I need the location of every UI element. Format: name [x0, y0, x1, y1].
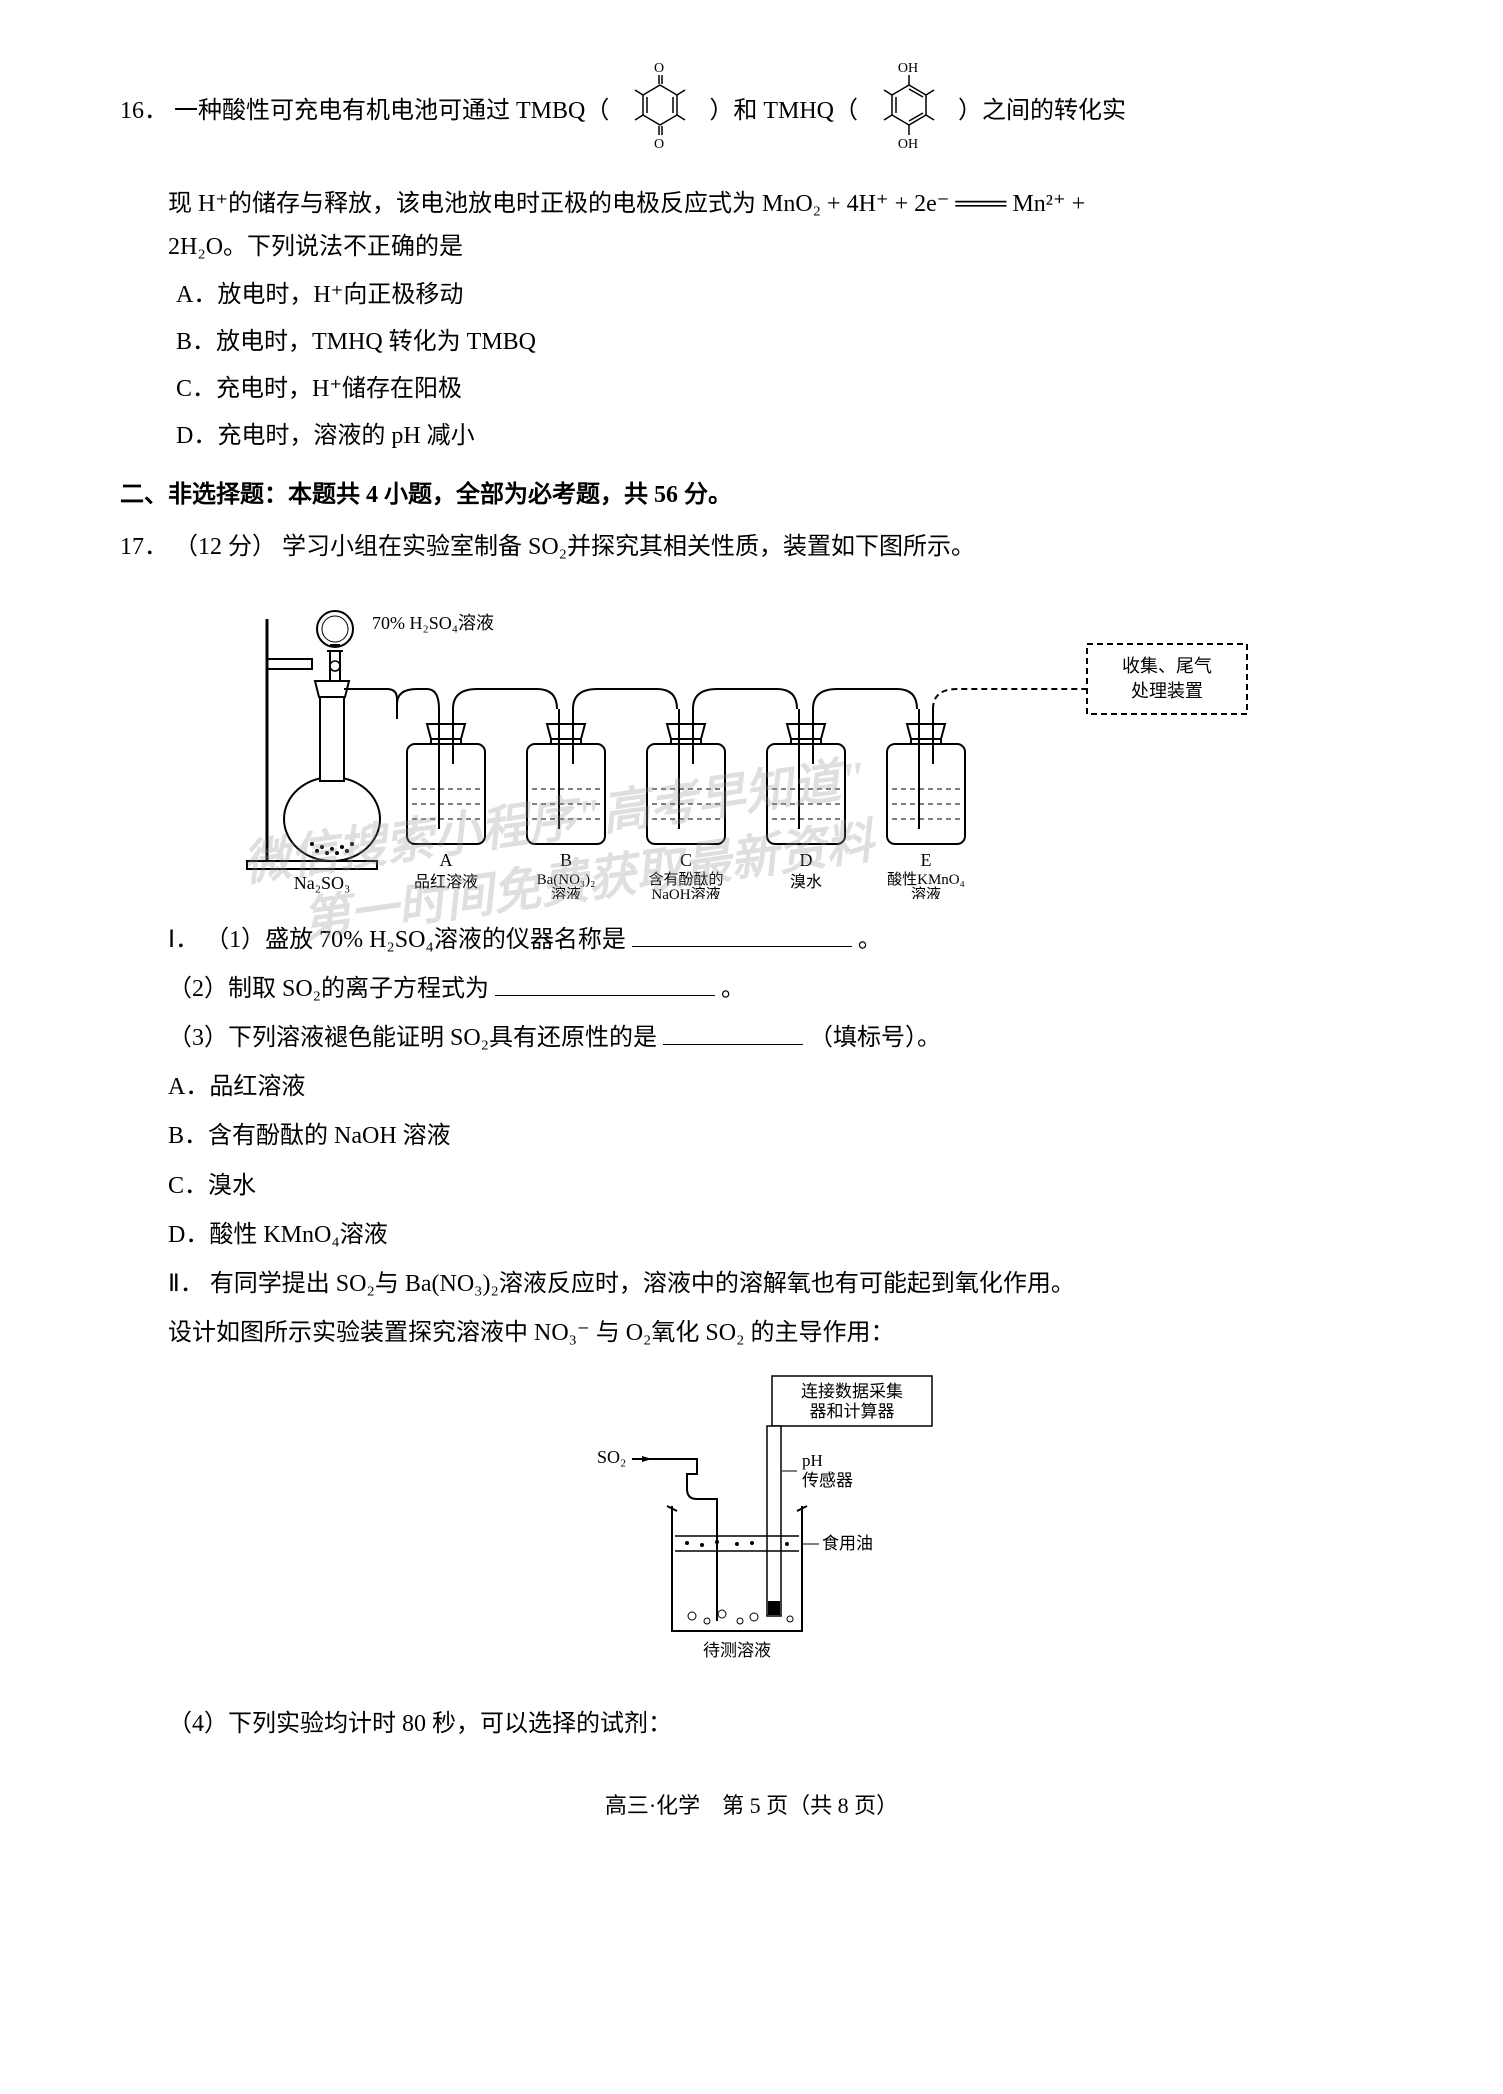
q17-sub3-opt-d: D．酸性 KMnO₄溶液: [120, 1214, 1383, 1257]
svg-text:溶液: 溶液: [550, 886, 580, 899]
svg-text:含有酚酞的: 含有酚酞的: [648, 871, 723, 888]
oil-label: 食用油: [822, 1534, 873, 1553]
svg-text:B: B: [559, 850, 571, 870]
tmbq-structure: O O: [619, 60, 699, 165]
blank-1: [632, 923, 852, 947]
q16-stem-part2: ）和 TMHQ（: [709, 98, 858, 124]
q17-sub3-opt-c: C．溴水: [120, 1165, 1383, 1208]
svg-text:溶液: 溶液: [910, 886, 940, 899]
q17-part2: Ⅱ． 有同学提出 SO₂与 Ba(NO₃)₂溶液反应时，溶液中的溶解氧也有可能起…: [120, 1263, 1383, 1306]
blank-3: [663, 1021, 803, 1045]
svg-text:A: A: [439, 850, 452, 870]
svg-text:品红溶液: 品红溶液: [413, 873, 477, 891]
q17-part2-stem1: 有同学提出 SO₂与 Ba(NO₃)₂溶液反应时，溶液中的溶解氧也有可能起到氧化…: [210, 1271, 1075, 1297]
tail-box-line2: 处理装置: [1131, 681, 1203, 701]
q16-stem-line3: 2H₂O。下列说法不正确的是: [120, 226, 1383, 269]
ph-label-1: pH: [802, 1451, 823, 1470]
ph-label-2: 传感器: [802, 1471, 853, 1490]
q17-part1-label: Ⅰ．: [168, 927, 199, 953]
q17-sub3-opt-b: B．含有酚酞的 NaOH 溶液: [120, 1115, 1383, 1158]
tmbq-bottom-o: O: [654, 137, 664, 150]
svg-text:酸性KMnO₄: 酸性KMnO₄: [887, 871, 965, 888]
q17-sub2-end: 。: [721, 976, 745, 1002]
svg-text:D: D: [799, 850, 812, 870]
page-footer: 高三·化学 第 5 页（共 8 页）: [120, 1786, 1383, 1826]
svg-text:溴水: 溴水: [789, 873, 821, 891]
q16-number: 16．: [120, 98, 168, 124]
q17-part1: Ⅰ． （1）盛放 70% H₂SO₄溶液的仪器名称是 。: [120, 919, 1383, 962]
q17-part2-label: Ⅱ．: [168, 1271, 204, 1297]
flask-reagent: Na₂SO₃: [293, 873, 350, 893]
tmhq-top-oh: OH: [898, 61, 918, 76]
svg-text:E: E: [920, 850, 931, 870]
q17-stem: 学习小组在实验室制备 SO₂并探究其相关性质，装置如下图所示。: [282, 534, 975, 560]
top-box-line1: 连接数据采集: [801, 1382, 903, 1401]
tmbq-top-o: O: [654, 61, 664, 76]
q16-option-d: D．充电时，溶液的 pH 减小: [120, 415, 1383, 458]
svg-text:Ba(NO₃)₂: Ba(NO₃)₂: [536, 872, 595, 888]
top-box-line2: 器和计算器: [809, 1402, 894, 1421]
q16-stem-part3: ）之间的转化实: [958, 98, 1126, 124]
beaker-diagram: 连接数据采集 器和计算器 pH 传感器 SO₂ 食用油: [120, 1371, 1383, 1686]
so2-label: SO₂: [597, 1447, 626, 1467]
q16-option-c: C．充电时，H⁺储存在阳极: [120, 368, 1383, 411]
tmhq-bottom-oh: OH: [898, 137, 918, 150]
funnel-label: 70% H₂SO₄溶液: [372, 613, 494, 633]
apparatus-diagram: 70% H₂SO₄溶液 Na₂SO₃: [120, 589, 1383, 899]
q16-option-a: A．放电时，H⁺向正极移动: [120, 274, 1383, 317]
q17-sub3-line: （3）下列溶液褪色能证明 SO₂具有还原性的是 （填标号）。: [120, 1017, 1383, 1060]
q16-option-b: B．放电时，TMHQ 转化为 TMBQ: [120, 321, 1383, 364]
q17-sub2: （2）制取 SO₂的离子方程式为: [168, 976, 489, 1002]
q16-stem-part1: 一种酸性可充电有机电池可通过 TMBQ（: [174, 98, 609, 124]
tail-box-line1: 收集、尾气: [1122, 656, 1212, 676]
question-17: 17． （12 分） 学习小组在实验室制备 SO₂并探究其相关性质，装置如下图所…: [120, 526, 1383, 1746]
q17-sub1: （1）盛放 70% H₂SO₄溶液的仪器名称是: [205, 927, 626, 953]
tmhq-structure: OH OH: [868, 60, 948, 165]
q17-part2-stem2: 设计如图所示实验装置探究溶液中 NO₃⁻ 与 O₂氧化 SO₂ 的主导作用：: [120, 1312, 1383, 1355]
section-2-header: 二、非选择题：本题共 4 小题，全部为必考题，共 56 分。: [120, 474, 1383, 517]
svg-text:C: C: [679, 850, 691, 870]
svg-text:NaOH溶液: NaOH溶液: [651, 886, 720, 899]
q17-sub1-end: 。: [858, 927, 882, 953]
q17-sub2-line: （2）制取 SO₂的离子方程式为 。: [120, 968, 1383, 1011]
q17-number: 17．: [120, 534, 168, 560]
q16-stem-line2: 现 H⁺的储存与释放，该电池放电时正极的电极反应式为 MnO₂ + 4H⁺ + …: [120, 183, 1383, 226]
q17-sub3: （3）下列溶液褪色能证明 SO₂具有还原性的是: [168, 1025, 657, 1051]
q17-sub4: （4）下列实验均计时 80 秒，可以选择的试剂：: [120, 1703, 1383, 1746]
solution-label: 待测溶液: [703, 1641, 771, 1660]
q17-sub3-end: （填标号）。: [809, 1025, 941, 1051]
question-16: 16． 一种酸性可充电有机电池可通过 TMBQ（ O O ）和 TMHQ（ OH: [120, 60, 1383, 458]
blank-2: [495, 972, 715, 996]
q17-sub3-opt-a: A．品红溶液: [120, 1066, 1383, 1109]
q17-points: （12 分）: [174, 534, 276, 560]
